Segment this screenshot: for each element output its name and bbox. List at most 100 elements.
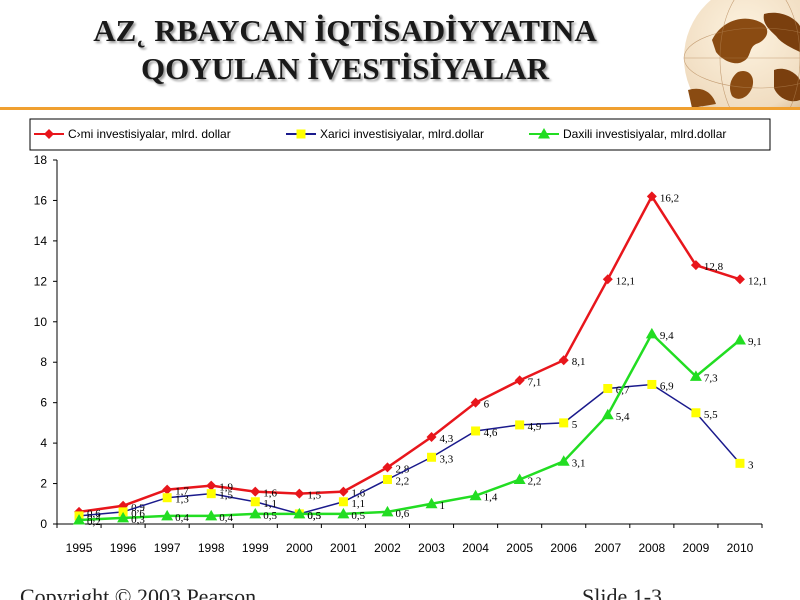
x-tick-label: 2004 [462, 541, 489, 555]
legend-marker [538, 128, 550, 139]
data-point [691, 408, 701, 418]
slide-title: AZ˛ RBAYCAN İQTİSADİYYATINA QOYULAN İVES… [0, 12, 690, 88]
data-label: 0,3 [131, 514, 145, 526]
data-point [250, 486, 261, 497]
data-label: 0,5 [307, 510, 321, 522]
data-point [425, 497, 438, 509]
data-label: 0,4 [219, 512, 233, 524]
data-point [559, 418, 569, 428]
data-point [381, 505, 394, 517]
data-point [73, 513, 86, 525]
data-label: 6 [484, 399, 490, 411]
data-label: 0,2 [87, 516, 101, 528]
data-point [513, 473, 526, 485]
data-label: 0,5 [351, 510, 365, 522]
data-point [161, 509, 174, 521]
series-line [78, 193, 741, 514]
data-label: 0,4 [87, 512, 101, 524]
data-point [337, 507, 350, 519]
data-point [206, 489, 216, 499]
legend-marker [296, 129, 306, 139]
data-label: 1,5 [307, 490, 321, 502]
data-point [427, 452, 437, 462]
data-point [162, 493, 172, 503]
legend: C›mi investisiyalar, mlrd. dollar Xarici … [29, 118, 771, 151]
data-point [469, 489, 482, 501]
x-tick-label: 2001 [330, 541, 357, 555]
investment-line-chart: C›mi investisiyalar, mlrd. dollar Xarici … [29, 118, 771, 555]
x-tick-label: 2000 [286, 541, 313, 555]
data-label: 9,1 [748, 336, 762, 348]
data-point [689, 370, 702, 381]
data-label: 4,3 [440, 433, 454, 445]
data-point [470, 397, 481, 408]
data-point [645, 327, 658, 339]
data-label: 1,1 [351, 498, 365, 510]
data-point [690, 260, 701, 271]
data-point [382, 462, 393, 473]
series-1: 0,60,91,7 1,91,6 1,5 1,62,84,367,18,112,116… [74, 191, 767, 520]
series-line [78, 331, 741, 522]
data-point [515, 420, 525, 430]
data-label: 8,1 [572, 356, 586, 368]
data-label: 0,9 [131, 502, 145, 514]
x-tick-label: 2002 [374, 541, 401, 555]
data-label: 2,8 [395, 463, 409, 475]
data-point [647, 379, 657, 389]
data-label: 7,3 [704, 372, 718, 384]
data-label: 3 [748, 459, 754, 471]
x-tick-label: 2010 [727, 541, 754, 555]
x-tick-label: 2007 [594, 541, 621, 555]
data-label: 1,7 [175, 486, 189, 498]
legend-box [29, 118, 771, 151]
x-tick-label: 2005 [506, 541, 533, 555]
data-label: 16,2 [660, 192, 679, 204]
data-point [735, 458, 745, 468]
data-point [733, 333, 746, 345]
data-label: 7,1 [528, 376, 542, 388]
data-label: 1,6 [263, 488, 277, 500]
data-label: 0,4 [175, 512, 189, 524]
data-point [557, 455, 570, 466]
legend-label: C›mi investisiyalar, mlrd. dollar [68, 127, 231, 141]
data-label: 6,9 [660, 380, 674, 392]
data-point [426, 432, 437, 443]
series-3: 0,2 0,3 0,4 0,4 0,5 0,5 0,5 0,6 1 1,4 2,2 3,1 5,4 9,4… [73, 327, 762, 528]
data-label: 0,6 [395, 508, 409, 520]
slide-footer: Copyright © 2003 Pearson Slide 1-3 [20, 584, 800, 600]
y-tick-label: 0 [40, 517, 47, 531]
globe-icon [683, 0, 800, 108]
data-point [734, 274, 745, 285]
data-label: 2,2 [528, 476, 542, 488]
data-label: 1,1 [263, 498, 277, 510]
data-label: 5,4 [616, 411, 630, 423]
y-tick-label: 16 [34, 193, 48, 207]
data-point [382, 475, 392, 485]
y-tick-label: 6 [40, 396, 47, 410]
x-tick-label: 2008 [638, 541, 665, 555]
y-tick-label: 8 [40, 355, 47, 369]
x-tick-label: 2003 [418, 541, 445, 555]
data-label: 4,9 [528, 421, 542, 433]
data-point [162, 484, 173, 495]
y-tick-label: 2 [40, 477, 47, 491]
slide-title-line-2: QOYULAN İVESTİSİYALAR [141, 51, 549, 86]
data-label: 1,5 [219, 490, 233, 502]
data-point [646, 191, 657, 202]
data-label: 12,1 [616, 275, 635, 287]
y-tick-label: 18 [34, 153, 48, 167]
legend-marker [44, 129, 54, 139]
data-point [249, 507, 262, 519]
data-label: 5,5 [704, 409, 718, 421]
y-tick-label: 12 [34, 274, 48, 288]
footer-copyright: Copyright © 2003 Pearson [20, 584, 257, 600]
x-tick-label: 2009 [683, 541, 710, 555]
data-point [250, 497, 260, 507]
series-line [78, 383, 741, 517]
title-divider [0, 107, 800, 110]
data-point [558, 355, 569, 366]
data-label: 12,8 [704, 261, 724, 273]
x-tick-label: 1996 [110, 541, 137, 555]
y-tick-label: 4 [40, 436, 47, 450]
x-tick-label: 2006 [550, 541, 577, 555]
